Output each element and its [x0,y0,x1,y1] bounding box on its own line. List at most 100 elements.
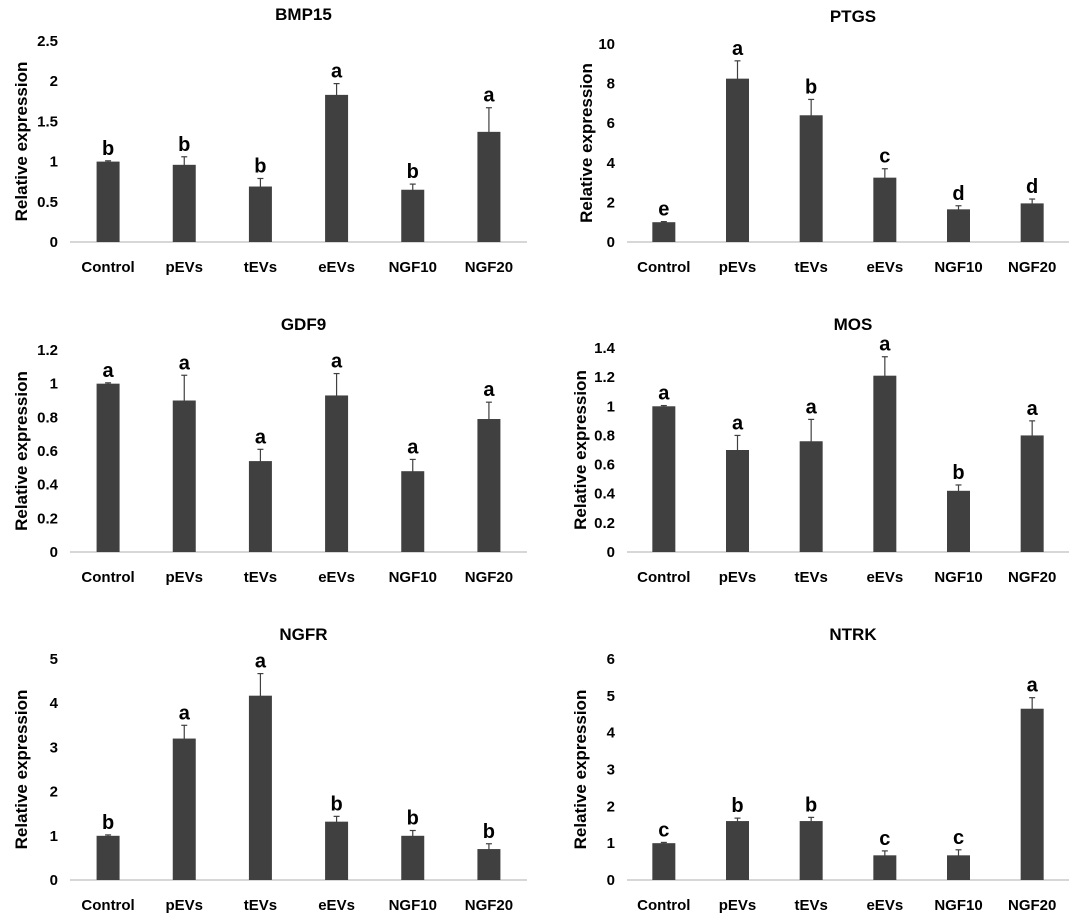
significance-label: e [658,199,669,221]
significance-label: c [879,146,890,168]
y-tick-label: 5 [50,651,58,668]
bar-control [96,835,120,880]
significance-label: a [483,85,495,107]
significance-label: a [483,379,495,401]
y-axis-label: Relative expression [571,370,590,530]
significance-label: a [1027,675,1039,697]
y-tick-label: 0 [607,872,615,889]
significance-label: a [179,352,191,374]
chart-title: NGFR [279,625,327,644]
bar-pevs [172,164,196,242]
y-tick-label: 2.5 [37,33,58,50]
y-tick-label: 1 [607,835,615,852]
x-tick-label: NGF20 [465,897,513,914]
significance-label: b [254,155,266,177]
significance-label: b [102,812,114,834]
significance-label: a [255,651,267,673]
bar-tevs [248,695,272,880]
chart-panel-mos: MOS Relative expression 0 0.2 0.4 0.6 0.8 1 1.2 1… [571,315,1069,586]
significance-label: b [407,161,419,183]
x-tick-label: tEVs [794,569,827,586]
y-tick-label: 2 [607,194,615,211]
chart-title: BMP15 [275,5,332,24]
y-tick-label: 1.2 [594,369,615,386]
y-tick-label: 1 [50,828,58,845]
x-tick-label: tEVs [244,259,277,276]
chart-panel-ngfr: NGFR Relative expression 0 1 2 3 4 5 b Control a pE… [12,625,527,914]
y-tick-label: 2 [50,784,58,801]
x-tick-label: NGF10 [934,259,982,276]
significance-label: a [407,436,419,458]
y-tick-label: 0.6 [594,457,615,474]
significance-label: b [731,795,743,817]
y-tick-label: 2 [607,798,615,815]
bar-ngf20 [1020,435,1044,552]
bar-pevs [172,400,196,552]
y-tick-label: 0.2 [594,515,615,532]
y-tick-label: 1.4 [594,340,616,357]
bar-tevs [248,461,272,552]
significance-label: a [732,412,744,434]
bar-eevs [873,855,897,880]
y-tick-label: 2 [50,73,58,90]
bar-ngf10 [401,835,425,880]
bar-tevs [799,441,823,552]
y-tick-label: 0.8 [594,427,615,444]
x-tick-label: pEVs [719,897,757,914]
y-tick-label: 0 [50,872,58,889]
y-tick-label: 1.2 [37,342,58,359]
significance-label: a [331,61,343,83]
y-tick-label: 0.2 [37,510,58,527]
y-tick-label: 1.5 [37,113,58,130]
x-tick-label: tEVs [244,569,277,586]
y-axis-label: Relative expression [577,63,596,223]
y-tick-label: 0.4 [594,486,616,503]
bar-eevs [873,177,897,242]
x-tick-label: pEVs [165,569,203,586]
bar-control [652,406,676,552]
x-tick-label: Control [81,569,134,586]
x-tick-label: NGF20 [465,259,513,276]
significance-label: c [658,819,669,841]
bar-ngf20 [1020,203,1044,242]
x-tick-label: NGF10 [389,897,437,914]
y-tick-label: 6 [607,115,615,132]
y-tick-label: 1 [50,376,58,393]
bar-eevs [325,94,349,242]
bar-ngf20 [1020,708,1044,880]
significance-label: a [1027,398,1039,420]
y-tick-label: 4 [607,155,616,172]
y-tick-label: 0.5 [37,194,58,211]
significance-label: c [953,827,964,849]
bar-eevs [325,395,349,552]
x-tick-label: NGF20 [1008,569,1056,586]
x-tick-label: eEVs [866,259,903,276]
x-tick-label: pEVs [165,259,203,276]
x-tick-label: NGF20 [1008,897,1056,914]
y-tick-label: 1 [607,398,615,415]
x-tick-label: pEVs [719,569,757,586]
significance-label: a [658,383,670,405]
chart-title: NTRK [829,625,877,644]
x-tick-label: Control [637,259,690,276]
x-tick-label: eEVs [318,259,355,276]
significance-label: c [879,828,890,850]
bar-tevs [799,821,823,880]
bar-control [96,383,120,552]
y-tick-label: 10 [598,36,615,53]
x-tick-label: NGF10 [389,569,437,586]
y-tick-label: 0.6 [37,443,58,460]
y-tick-label: 8 [607,76,615,93]
y-tick-label: 0 [50,234,58,251]
x-tick-label: NGF20 [465,569,513,586]
significance-label: b [483,821,495,843]
bar-tevs [248,186,272,242]
x-tick-label: tEVs [794,897,827,914]
significance-label: a [331,351,343,373]
x-tick-label: NGF20 [1008,259,1056,276]
y-tick-label: 6 [607,651,615,668]
y-tick-label: 5 [607,688,615,705]
significance-label: b [102,138,114,160]
chart-title: GDF9 [281,315,326,334]
